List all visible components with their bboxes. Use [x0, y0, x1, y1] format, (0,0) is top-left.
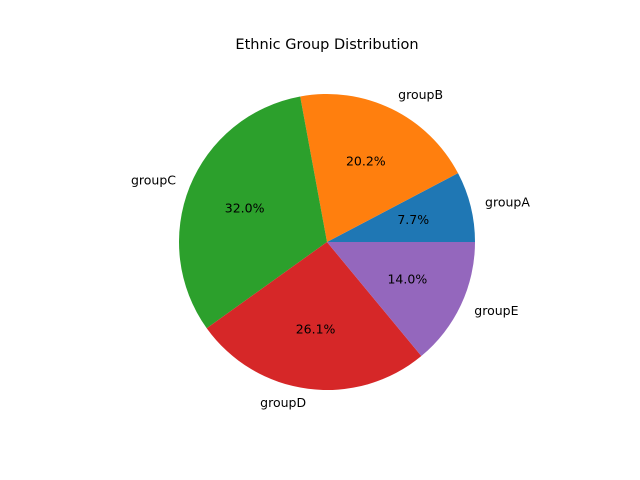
- pie-slice-groupD: [206, 242, 422, 390]
- pie-slice-groupC: [178, 96, 327, 329]
- slice-percent-label: 14.0%: [387, 271, 427, 286]
- slice-percent-label: 20.2%: [346, 154, 386, 169]
- pie-slice-groupE: [327, 242, 475, 357]
- slice-percent-label: 26.1%: [296, 322, 336, 337]
- slice-category-label: groupB: [398, 87, 443, 102]
- pie-labels: groupA 7.7% groupB 20.2% groupC 32.0% groupD 26…: [131, 87, 530, 410]
- slice-category-label: groupA: [485, 195, 530, 210]
- slice-category-label: groupE: [474, 303, 518, 318]
- slice-percent-label: 32.0%: [225, 200, 265, 215]
- chart-title: Ethnic Group Distribution: [235, 37, 418, 53]
- pie-slice-groupA: [327, 173, 475, 242]
- slice-percent-label: 7.7%: [397, 212, 429, 227]
- pie-slice-groupB: [300, 94, 459, 242]
- slice-category-label: groupC: [131, 173, 176, 188]
- slice-category-label: groupD: [260, 395, 306, 410]
- pie-slices: [178, 94, 475, 390]
